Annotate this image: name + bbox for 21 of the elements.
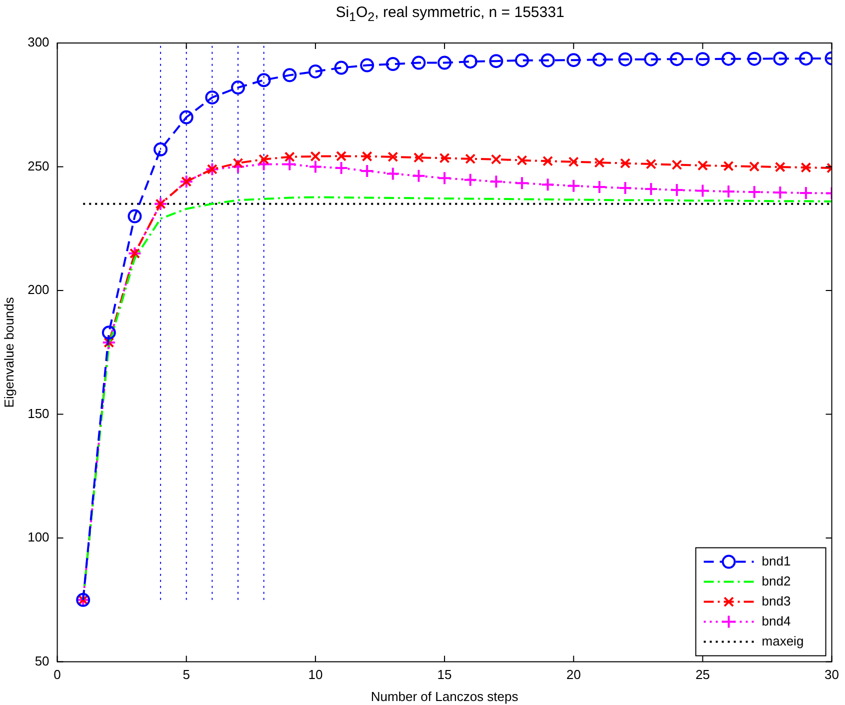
x-tick-label: 15 <box>437 667 452 682</box>
y-tick-label: 150 <box>28 406 50 421</box>
y-axis-title: Eigenvalue bounds <box>1 296 16 408</box>
legend-label: bnd2 <box>762 573 791 588</box>
legend-label: bnd4 <box>762 613 791 628</box>
chart-title: Si$_{1}$O$_{2}$, real symmetric, n = 155331 <box>334 4 566 24</box>
y-tick-label: 50 <box>34 653 50 668</box>
legend-label: bnd3 <box>762 593 791 608</box>
legend-label: maxeig <box>762 633 804 648</box>
y-tick-label: 250 <box>28 158 50 174</box>
x-tick-label: 10 <box>308 667 323 682</box>
x-tick-label: 5 <box>182 667 190 682</box>
x-tick-label: 20 <box>566 667 581 682</box>
y-tick-label: 200 <box>28 282 50 298</box>
y-tick-label: 300 <box>28 34 50 50</box>
x-tick-label: 0 <box>54 667 61 682</box>
y-tick-label: 100 <box>28 530 50 545</box>
x-tick-label: 30 <box>824 667 840 682</box>
legend-label: bnd1 <box>762 553 791 568</box>
x-tick-label: 25 <box>695 667 710 682</box>
x-axis-title: Number of Lanczos steps <box>370 688 519 704</box>
